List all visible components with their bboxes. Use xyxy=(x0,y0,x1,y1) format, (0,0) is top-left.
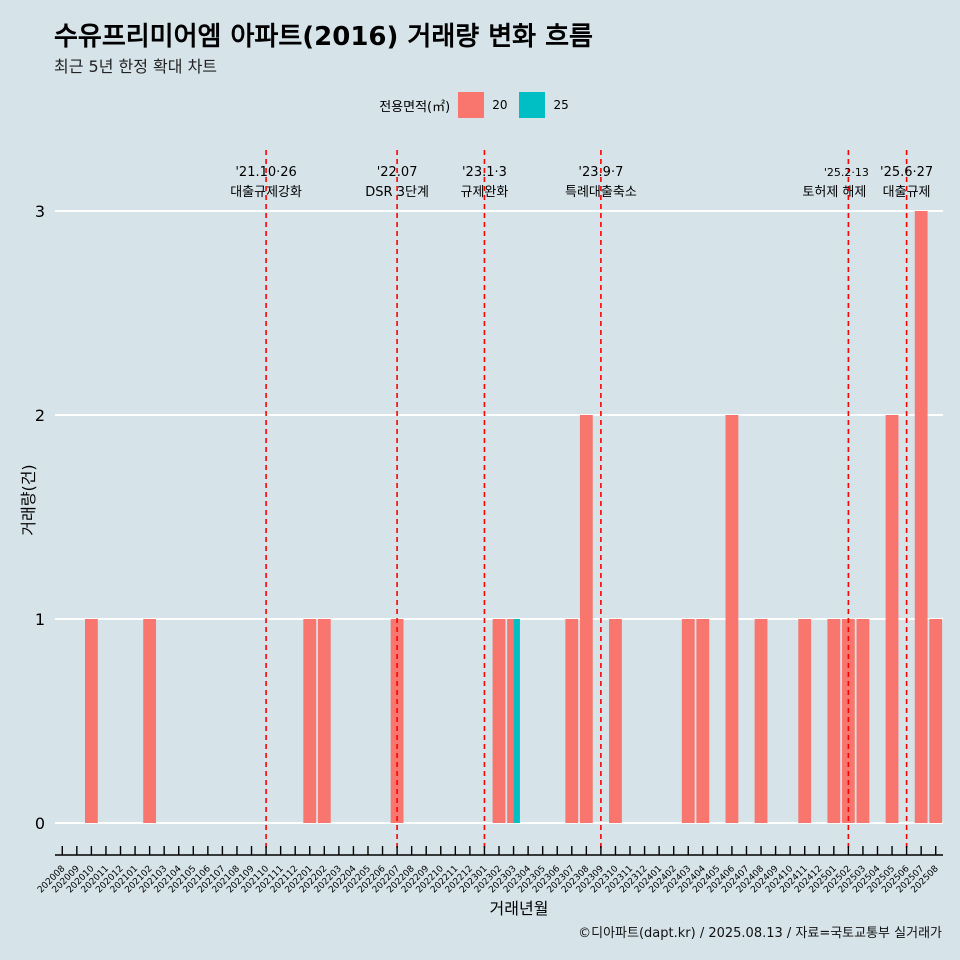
chart-subtitle: 최근 5년 한정 확대 차트 xyxy=(54,57,218,76)
bar-202302-20 xyxy=(492,619,506,823)
event-label-202110: 대출규제강화 xyxy=(230,185,302,200)
caption: ©디아파트(dapt.kr) / 2025.08.13 / 자료=국토교통부 실… xyxy=(578,926,942,941)
event-label-202502: 토허제 해제 xyxy=(802,185,866,200)
legend-swatch-25 xyxy=(519,92,546,118)
legend-item-20: 20 xyxy=(458,92,507,118)
legend-title: 전용면적(㎡) xyxy=(379,99,451,115)
bar-202307-20 xyxy=(565,619,579,823)
bar-202508-20 xyxy=(929,619,943,823)
legend-item-25: 25 xyxy=(519,92,569,118)
event-label-202309: 특례대출축소 xyxy=(565,185,637,200)
bar-202408-20 xyxy=(754,619,768,823)
event-date-202309: '23.9·7 xyxy=(578,165,623,180)
legend-label-25: 25 xyxy=(553,98,569,112)
bar-202406-20 xyxy=(725,415,739,823)
bar-202507-20 xyxy=(914,211,928,823)
y-axis-title: 거래량(건) xyxy=(19,464,38,535)
bar-202501-20 xyxy=(827,619,841,823)
x-axis-title: 거래년월 xyxy=(490,899,549,918)
bar-202303-25 xyxy=(513,619,520,823)
y-tick-label: 3 xyxy=(35,202,45,221)
bar-202102-20 xyxy=(143,619,157,823)
bar-202403-20 xyxy=(681,619,695,823)
bar-202308-20 xyxy=(579,415,593,823)
bar-202202-20 xyxy=(317,619,331,823)
legend-label-20: 20 xyxy=(492,98,508,112)
event-date-202110: '21.10·26 xyxy=(235,165,296,180)
event-date-202207: '22.07 xyxy=(377,165,418,180)
bar-202201-20 xyxy=(303,619,317,823)
event-date-202301: '23.1·3 xyxy=(462,165,507,180)
event-label-202207: DSR 3단계 xyxy=(365,185,429,200)
bar-202411-20 xyxy=(798,619,812,823)
event-label-202301: 규제완화 xyxy=(461,185,509,200)
chart-title: 수유프리미어엠 아파트(2016) 거래량 변화 흐름 xyxy=(54,22,593,52)
event-date-202502: '25.2·13 xyxy=(824,166,869,179)
bar-202505-20 xyxy=(885,415,899,823)
legend: 전용면적(㎡) 20 25 xyxy=(0,92,960,118)
bar-202303-20 xyxy=(507,619,514,823)
bar-202310-20 xyxy=(609,619,622,823)
y-tick-label: 1 xyxy=(35,610,45,629)
bar-202010-20 xyxy=(84,619,98,823)
bar-202404-20 xyxy=(696,619,710,823)
y-tick-label: 0 xyxy=(35,814,45,833)
event-date-202506: '25.6·27 xyxy=(880,165,933,180)
y-tick-label: 2 xyxy=(35,406,45,425)
event-label-202506: 대출규제 xyxy=(883,185,931,200)
legend-swatch-20 xyxy=(458,92,485,118)
bar-202503-20 xyxy=(856,619,870,823)
